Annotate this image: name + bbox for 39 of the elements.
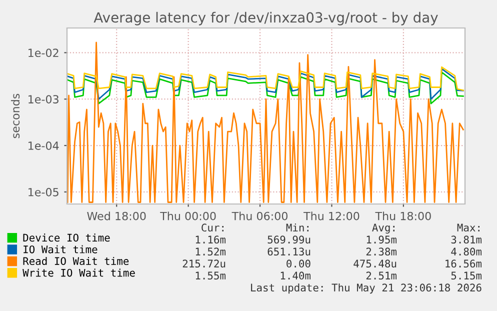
text: 3.81m [451,236,482,244]
text: 5.15m [451,272,482,280]
text: Last update: Thu May 21 23:06:18 2026 [251,283,482,294]
text: 1.55m [196,272,226,280]
line-series [67,71,464,104]
text: Cur: [202,224,224,232]
y-tick-label: 1e-03 [28,95,58,104]
text: 1.52m [196,248,226,256]
legend-label: Write IO Wait time [22,268,135,277]
text: 569.99u [268,236,310,244]
text: 1.40m [280,272,311,280]
text: 2.51m [366,272,397,280]
x-tick-label: Thu 18:00 [375,212,431,220]
text: 1.95m [366,236,397,244]
text: Min: [286,223,308,232]
text: Avg: [372,224,394,234]
line-series [67,66,464,91]
y-tick-label: 1e-02 [28,48,58,58]
x-tick-label: Thu 06:00 [232,212,288,220]
text: 475.48u [354,260,396,268]
text: Max: [457,224,480,232]
legend-label: Device IO time [23,234,110,242]
x-tick-label: Thu 12:00 [303,212,360,220]
chart-title: Average latency for /dev/inxza03-vg/root - by day [94,12,438,26]
text: 0.00 [286,260,310,268]
legend-label: IO Wait time [24,245,98,254]
legend-label: Read IO Wait time [23,256,129,266]
y-tick-label: 1e-05 [28,188,58,196]
x-tick-label: Thu 00:00 [160,212,216,220]
text: 4.80m [451,248,482,256]
y-axis-title: seconds [11,94,20,138]
x-tick-label: Wed 18:00 [87,212,146,220]
line-series [67,68,464,100]
y-tick-label: 1e-04 [28,141,59,150]
text: 2.38m [366,248,397,256]
text: 651.13u [268,248,310,256]
text: 16.56m [446,260,482,268]
text: 215.72u [182,260,226,268]
text: 1.16m [196,236,226,244]
